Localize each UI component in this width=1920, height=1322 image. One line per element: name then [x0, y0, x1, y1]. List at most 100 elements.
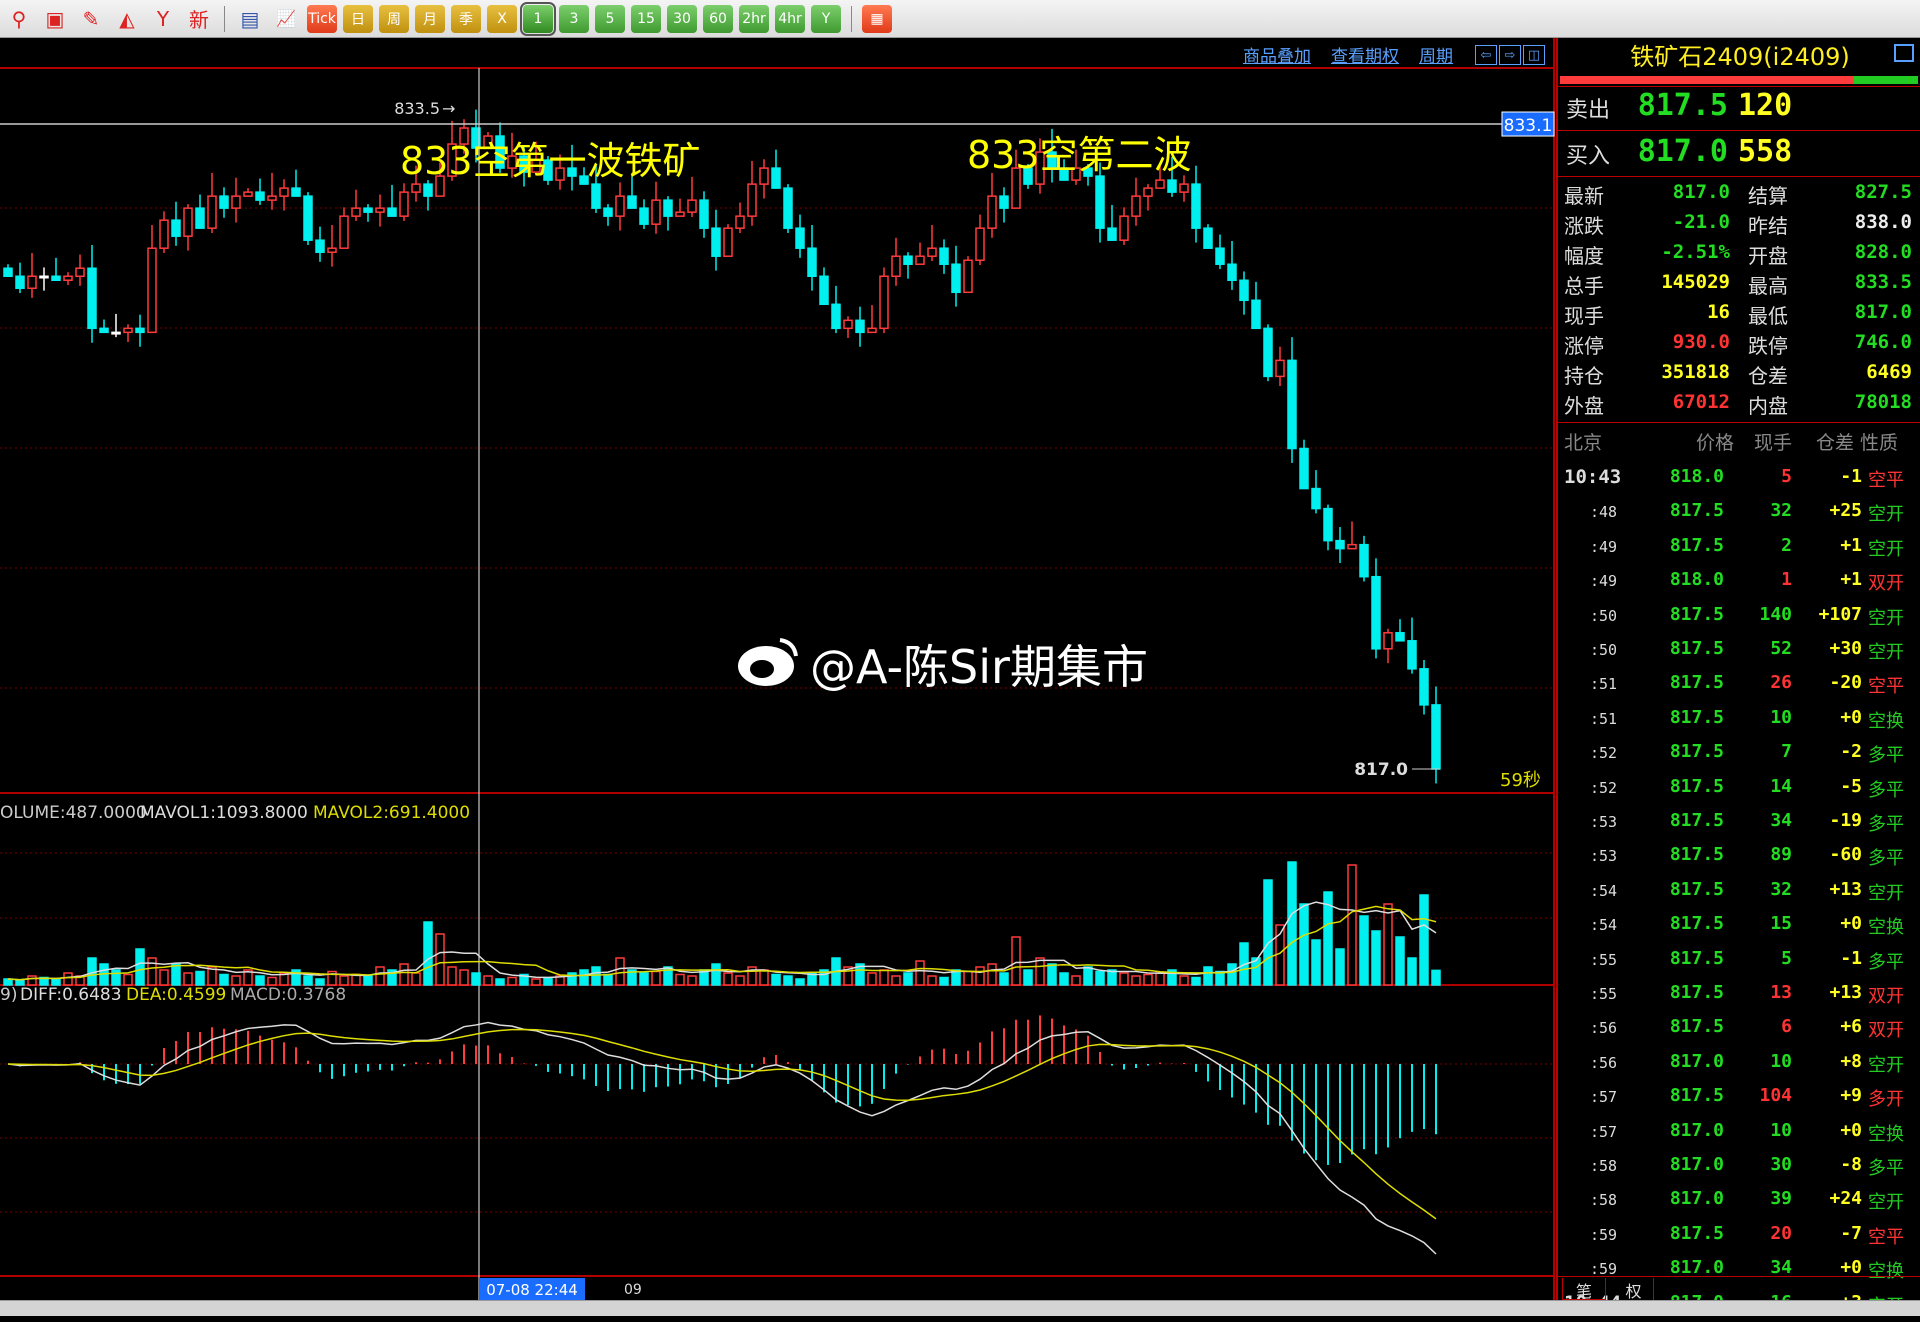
volume-bar	[219, 973, 229, 986]
table-icon[interactable]: ▤	[240, 6, 260, 31]
period-button-30[interactable]: 30	[667, 4, 697, 33]
stat-value: -21.0	[1672, 211, 1730, 233]
funnel-icon[interactable]: Y	[156, 6, 170, 31]
candle-body	[1395, 632, 1405, 642]
shell-icon[interactable]: ◭	[119, 6, 135, 31]
tick-row: :54 817.5 15 +0 空换	[1558, 913, 1920, 943]
tick-price: 817.5	[1669, 913, 1724, 935]
view-options-link[interactable]: 查看期权	[1331, 47, 1399, 67]
tick-price: 817.5	[1669, 741, 1724, 763]
period-button-周[interactable]: 周	[379, 4, 409, 33]
tab-rights[interactable]: 权	[1614, 1278, 1654, 1301]
tick-volume: 89	[1770, 844, 1792, 866]
candle-body	[963, 259, 973, 294]
candle-body	[243, 191, 253, 197]
volume-bar	[303, 975, 313, 986]
arrow-right-icon[interactable]: ⇨	[1499, 45, 1521, 66]
arrow-left-icon[interactable]: ⇦	[1475, 45, 1497, 66]
stat-value: 827.5	[1854, 181, 1912, 203]
volume-bar	[435, 933, 445, 986]
volume-bar	[903, 972, 913, 986]
candle-body	[1263, 327, 1273, 378]
period-button-15[interactable]: 15	[631, 4, 661, 33]
tick-price: 817.0	[1669, 1188, 1724, 1210]
stat-value: 145029	[1661, 271, 1730, 293]
period-button-X[interactable]: X	[487, 4, 517, 33]
windows-icon[interactable]: ▣	[45, 6, 65, 31]
period-button-月[interactable]: 月	[415, 4, 445, 33]
period-button-5[interactable]: 5	[595, 4, 625, 33]
volume-bar	[315, 978, 325, 986]
period-link[interactable]: 周期	[1419, 47, 1453, 67]
period-button-日[interactable]: 日	[343, 4, 373, 33]
volume-bar	[651, 970, 661, 986]
tick-time: :53	[1590, 813, 1618, 831]
stat-value: 6469	[1866, 361, 1912, 383]
candle-body	[387, 207, 397, 217]
chart-canvas[interactable]: 833.1 833.5 → 817.0 59秒 833空第一波铁矿 833空第二波 @A-陈S…	[0, 38, 1555, 1300]
tick-header: 性质	[1860, 432, 1899, 454]
volume-bar	[1119, 972, 1129, 986]
candle-body	[471, 127, 481, 149]
candle-body	[39, 275, 49, 279]
stat-label: 持仓	[1564, 364, 1604, 388]
layout-icon[interactable]: ◫	[1523, 45, 1545, 66]
pen-icon[interactable]: ✎	[82, 6, 100, 31]
tick-oi-change: -7	[1840, 1222, 1862, 1244]
tick-nature: 多平	[1868, 745, 1904, 767]
candle-body	[1095, 175, 1105, 229]
chart-icon[interactable]: 📈	[276, 9, 296, 28]
period-button-Y[interactable]: Y	[811, 4, 841, 33]
volume-bar	[1407, 957, 1417, 986]
candle-body	[63, 275, 73, 282]
tick-row: :55 817.5 5 -1 多平	[1558, 948, 1920, 978]
candle-body	[1047, 151, 1057, 169]
tick-time: :59	[1590, 1225, 1618, 1244]
tick-oi-change: -2	[1840, 741, 1862, 763]
candle-body	[747, 183, 757, 217]
volume-bar	[579, 969, 589, 986]
candle-body	[1059, 167, 1069, 181]
candle-body	[663, 199, 673, 217]
candle-body	[51, 275, 61, 282]
watermark-text: @A-陈Sir期集市	[810, 640, 1148, 694]
tick-row: :56 817.0 10 +8 空开	[1558, 1051, 1920, 1081]
period-button-季[interactable]: 季	[451, 4, 481, 33]
zoom-icon[interactable]: ⚲	[11, 6, 27, 31]
period-button-1[interactable]: 1	[520, 1, 556, 36]
grid-icon[interactable]: ▦	[862, 4, 892, 33]
quote-panel: 铁矿石2409(i2409) 卖出 817.5 120 买入 817.0 558…	[1556, 38, 1920, 1317]
volume-bar	[1191, 976, 1201, 986]
tick-oi-change: +8	[1840, 1050, 1862, 1072]
kline-chart-area[interactable]: 商品叠加 查看期权 周期 ⇦ ⇨ ◫ 833.1 833.5 → 817.0 59秒 833空…	[0, 38, 1555, 1300]
volume-bar	[195, 970, 205, 986]
buy-sell-ratio-bar	[1560, 76, 1918, 84]
volume-bar	[531, 978, 541, 986]
tick-oi-change: +1	[1840, 534, 1862, 556]
period-button-60[interactable]: 60	[703, 4, 733, 33]
stat-value: 817.0	[1672, 181, 1730, 203]
maximize-icon[interactable]	[1894, 44, 1914, 62]
tick-volume: 20	[1770, 1222, 1792, 1244]
tick-row: :52 817.5 14 -5 多平	[1558, 776, 1920, 806]
new-icon[interactable]: 新	[189, 8, 209, 32]
candle-body	[339, 215, 349, 249]
overlay-commodity-link[interactable]: 商品叠加	[1243, 47, 1311, 67]
volume-bar	[759, 969, 769, 986]
period-button-4hr[interactable]: 4hr	[775, 4, 805, 33]
volume-bar	[159, 969, 169, 986]
candle-body	[291, 187, 301, 197]
period-button-2hr[interactable]: 2hr	[739, 4, 769, 33]
volume-bar	[1047, 963, 1057, 986]
tab-ticks[interactable]: 笔	[1562, 1278, 1606, 1301]
candle-body	[87, 267, 97, 330]
volume-bar	[1203, 966, 1213, 986]
candle-body	[699, 199, 709, 229]
period-button-Tick[interactable]: Tick	[307, 4, 337, 33]
tick-volume: 52	[1770, 638, 1792, 659]
candle-body	[27, 275, 37, 290]
period-button-3[interactable]: 3	[559, 4, 589, 33]
candle-body	[1347, 543, 1357, 550]
candle-body	[1155, 179, 1165, 189]
tick-volume: 2	[1781, 534, 1792, 556]
